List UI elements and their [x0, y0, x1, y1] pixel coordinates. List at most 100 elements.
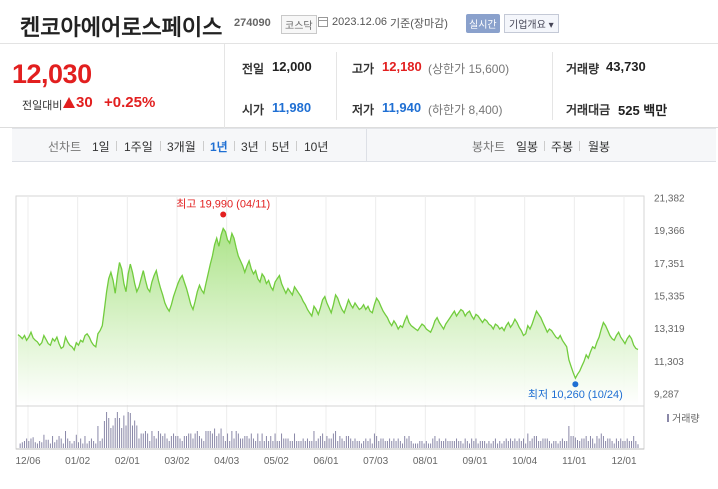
volume-bar — [140, 433, 142, 448]
volume-bar — [345, 436, 347, 448]
high-annotation: 최고 19,990 (04/11) — [176, 198, 270, 211]
volume-bar — [360, 443, 362, 448]
volume-bar — [456, 438, 458, 448]
volume-bar — [551, 443, 553, 448]
volume-bar — [527, 433, 529, 448]
volume-bar — [317, 438, 319, 448]
tab-period-3y[interactable]: 3년 — [241, 140, 259, 154]
volume-bar — [151, 431, 153, 448]
y-axis-labels: 21,382 19,366 17,351 15,335 13,319 11,303 9,28… — [654, 194, 685, 401]
price-area — [18, 228, 638, 405]
quote-divider — [552, 52, 553, 120]
volume-bar — [194, 433, 196, 448]
volume-bar — [471, 438, 473, 448]
tab-period-1y[interactable]: 1년 — [210, 140, 228, 154]
volume-bar — [404, 436, 406, 448]
volume-bar — [503, 441, 505, 448]
volume-bar — [341, 438, 343, 448]
volume-bar — [168, 441, 170, 448]
volume-bar — [304, 441, 306, 448]
volume-bar — [294, 433, 296, 448]
volume-bar — [544, 438, 546, 448]
volume-bar — [75, 434, 77, 448]
tab-period-5y[interactable]: 5년 — [272, 140, 290, 154]
volume-bar — [468, 443, 470, 448]
volume-bar — [445, 438, 447, 448]
volume-bar — [205, 431, 207, 448]
volume-bar — [440, 441, 442, 448]
volume-bar — [19, 443, 21, 448]
volume-bar — [319, 436, 321, 448]
volume-bar — [514, 438, 516, 448]
volume-value: 43,730 — [606, 59, 646, 74]
tab-candle-weekly[interactable]: 주봉 — [551, 140, 574, 154]
x-tick-label: 04/03 — [214, 456, 239, 467]
volume-bar — [406, 438, 408, 448]
volume-bar — [242, 438, 244, 448]
volume-bar — [434, 436, 436, 448]
y-tick-label: 13,319 — [654, 324, 685, 335]
tab-period-1w[interactable]: 1주일 — [124, 140, 153, 154]
realtime-button[interactable]: 실시간 — [466, 14, 500, 33]
high-value: 12,180 — [382, 59, 422, 74]
volume-bar — [93, 441, 95, 448]
volume-bar — [635, 441, 637, 448]
price-chart[interactable]: 21,382 19,366 17,351 15,335 13,319 11,303 9,28… — [0, 162, 718, 489]
company-overview-dropdown[interactable]: 기업개요 ▾ — [504, 14, 559, 33]
volume-bar — [235, 431, 237, 448]
volume-bar — [134, 420, 136, 448]
volume-bar — [324, 441, 326, 448]
volume-bar — [395, 441, 397, 448]
lower-limit: (하한가 8,400) — [428, 103, 503, 117]
volume-bar — [574, 437, 576, 448]
volume-bar — [408, 436, 410, 448]
y-tick-label: 11,303 — [654, 357, 684, 368]
volume-bar — [110, 428, 112, 448]
tab-candle-daily[interactable]: 일봉 — [516, 140, 539, 154]
volume-bar — [414, 443, 416, 448]
tab-period-1d[interactable]: 1일 — [92, 140, 110, 154]
volume-bar — [624, 441, 626, 448]
volume-bar — [516, 441, 518, 448]
volume-bar — [302, 438, 304, 448]
volume-bar — [585, 436, 587, 448]
volume-bar — [460, 441, 462, 448]
volume-bar — [220, 428, 222, 448]
volume-bar — [192, 438, 194, 448]
volume-bar — [39, 441, 41, 448]
volume-bar — [386, 441, 388, 448]
y-tick-label: 15,335 — [654, 292, 685, 303]
stock-code: 274090 — [234, 17, 271, 29]
volume-bar — [529, 441, 531, 448]
volume-bar — [335, 431, 337, 448]
volume-bar — [628, 441, 630, 448]
y-tick-label: 19,366 — [654, 226, 685, 237]
volume-bar — [518, 438, 520, 448]
volume-bar — [397, 438, 399, 448]
volume-bar — [583, 438, 585, 448]
tab-separator — [265, 141, 266, 151]
volume-bar — [365, 438, 367, 448]
volume-bar — [259, 441, 261, 448]
x-tick-label: 03/02 — [164, 456, 189, 467]
quote-basis: 기준(장마감) — [390, 18, 448, 30]
tab-candle-monthly[interactable]: 월봉 — [588, 140, 611, 154]
volume-bar — [490, 443, 492, 448]
x-tick-label: 06/01 — [313, 456, 338, 467]
tab-period-10y[interactable]: 10년 — [304, 140, 329, 154]
volume-bar — [598, 438, 600, 448]
volume-bar — [177, 436, 179, 448]
volume-bar — [620, 438, 622, 448]
tab-period-3m[interactable]: 3개월 — [167, 140, 196, 154]
y-tick-label: 17,351 — [654, 259, 685, 270]
volume-bar — [553, 441, 555, 448]
volume-bar — [103, 421, 105, 448]
volume-bar — [419, 441, 421, 448]
volume-bar — [564, 441, 566, 448]
volume-bar — [162, 436, 164, 448]
high-marker — [220, 211, 227, 218]
volume-bar — [546, 438, 548, 448]
volume-bar — [631, 441, 633, 448]
change-percent: +0.25% — [104, 94, 156, 111]
volume-bar — [367, 441, 369, 448]
